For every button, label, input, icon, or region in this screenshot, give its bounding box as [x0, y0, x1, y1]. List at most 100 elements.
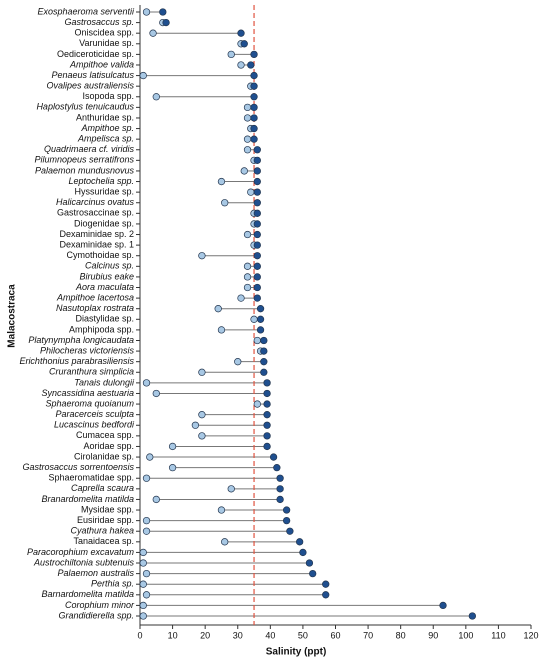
max-point [468, 612, 477, 620]
max-point [253, 294, 261, 302]
y-tick-label: Gastrosaccus sp. [64, 17, 134, 27]
min-point [142, 516, 151, 525]
y-tick-label: Lucascinus bedfordi [54, 420, 135, 430]
min-point [247, 188, 255, 196]
max-point [286, 527, 294, 535]
y-tick-label: Ampithoe valida [69, 59, 134, 69]
y-tick-label: Gastrosaccus sorrentoensis [22, 462, 134, 472]
y-tick-label: Cymothoidae sp. [66, 250, 134, 260]
max-point [260, 336, 268, 345]
max-point [159, 8, 167, 16]
x-tick-label: 10 [168, 630, 178, 640]
min-point [243, 273, 252, 281]
min-point [237, 294, 245, 302]
max-point [263, 411, 271, 419]
max-point [253, 188, 261, 196]
min-point [253, 400, 261, 408]
max-point [322, 591, 330, 599]
min-point [237, 61, 245, 69]
y-tick-label: Birubius eake [79, 271, 134, 281]
y-tick-label: Grandidierella spp. [58, 610, 134, 620]
y-tick-label: Cruranthura simplicia [49, 367, 134, 377]
min-point [191, 421, 200, 429]
min-point [142, 591, 151, 599]
max-point [263, 421, 271, 429]
min-point [250, 315, 258, 323]
max-point [269, 453, 278, 461]
x-tick-label: 60 [330, 630, 340, 640]
min-point [198, 252, 206, 260]
y-tick-label: Halicarcinus ovatus [56, 197, 135, 207]
y-tick-label: Sphaeroma quoianum [45, 398, 134, 408]
y-tick-label: Barnardomelita matilda [41, 589, 134, 599]
y-tick-label: Paracorophium excavatum [27, 547, 135, 557]
y-tick-label: Hyssuridae sp. [74, 187, 134, 197]
min-point [243, 146, 252, 154]
y-tick-label: Oniscidea spp. [74, 28, 134, 38]
y-tick-label: Palaemon australis [57, 568, 134, 578]
min-point [142, 569, 151, 578]
max-point [309, 569, 317, 578]
y-tick-label: Exosphaeroma serventii [37, 6, 135, 16]
max-point [256, 315, 265, 323]
min-point [234, 358, 242, 366]
y-tick-label: Haplostylus tenuicaudus [36, 102, 134, 112]
max-point [253, 252, 261, 260]
max-point [260, 347, 268, 355]
min-point [217, 326, 226, 334]
min-point [243, 114, 252, 122]
max-point [247, 61, 255, 69]
min-point [253, 336, 261, 345]
y-tick-label: Mysidae spp. [81, 504, 134, 514]
x-tick-label: 40 [265, 630, 275, 640]
y-tick-label: Varunidae sp. [79, 38, 134, 48]
y-tick-label: Corophium minor [65, 600, 135, 610]
y-tick-label: Tanais dulongii [74, 377, 135, 387]
min-point [221, 199, 229, 207]
max-point [250, 50, 258, 59]
y-tick-label: Calcinus sp. [85, 261, 134, 271]
y-tick-label: Diogenidae sp. [74, 218, 134, 228]
min-point [243, 283, 252, 292]
min-point [142, 379, 151, 387]
y-tick-label: Austrochiltonia subtenuis [33, 557, 135, 567]
max-point [250, 71, 258, 80]
max-point [253, 220, 261, 228]
max-point [237, 29, 245, 37]
y-tick-label: Perthia sp. [91, 579, 134, 589]
max-point [273, 463, 281, 472]
min-point [142, 8, 151, 16]
y-tick-label: Ampithoe lacertosa [56, 292, 134, 302]
y-tick-label: Leptochelia spp. [68, 176, 134, 186]
min-point [168, 463, 177, 472]
y-tick-label: Oediceroticidae sp. [57, 49, 134, 59]
x-tick-label: 100 [458, 630, 473, 640]
max-point [305, 559, 314, 567]
min-point [152, 389, 160, 398]
max-point [276, 474, 284, 482]
max-point [253, 262, 261, 270]
max-point [263, 400, 271, 408]
x-tick-label: 110 [491, 630, 505, 640]
x-tick-label: 50 [298, 630, 308, 640]
x-tick-label: 0 [137, 630, 142, 640]
max-point [250, 135, 258, 143]
max-point [253, 230, 261, 239]
y-tick-label: Pilumnopeus serratifrons [34, 155, 134, 165]
max-point [282, 506, 291, 514]
max-point [276, 495, 284, 504]
max-point [162, 18, 170, 27]
max-point [276, 485, 284, 493]
max-point [282, 516, 291, 525]
min-point [227, 485, 235, 493]
max-point [253, 177, 261, 186]
max-point [250, 93, 258, 101]
y-tick-label: Cirolanidae sp. [74, 451, 134, 461]
min-point [221, 538, 229, 546]
x-tick-label: 120 [523, 630, 538, 640]
min-point [198, 432, 206, 440]
max-point [296, 538, 304, 546]
x-tick-label: 80 [396, 630, 406, 640]
min-point [243, 135, 252, 143]
